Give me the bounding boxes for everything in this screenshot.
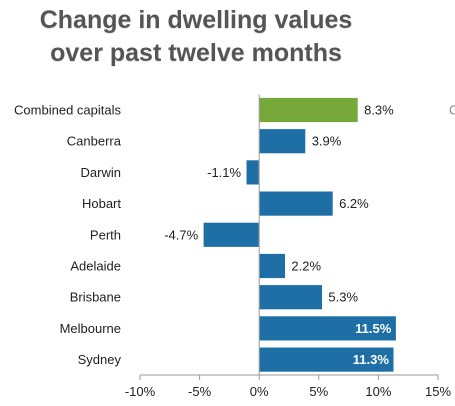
x-tick-label: 0% bbox=[250, 384, 269, 399]
category-label-sydney: Sydney bbox=[78, 352, 122, 367]
bar-canberra bbox=[258, 128, 307, 155]
data-label-hobart: 6.2% bbox=[339, 196, 369, 211]
data-label-adelaide: 2.2% bbox=[291, 259, 321, 274]
chart-title: Change in dwelling values over past twel… bbox=[0, 4, 392, 70]
x-tick-label: -10% bbox=[125, 384, 156, 399]
category-label-combined-capitals: Combined capitals bbox=[14, 103, 121, 118]
bar-melbourne bbox=[258, 315, 397, 342]
cropped-edge-glyph: C bbox=[449, 103, 455, 118]
bar-hobart bbox=[258, 190, 334, 217]
x-tick-label: 5% bbox=[309, 384, 328, 399]
x-tick-label: 10% bbox=[365, 384, 391, 399]
chart-title-line-2: over past twelve months bbox=[50, 39, 342, 67]
bars-layer bbox=[202, 97, 397, 373]
category-label-darwin: Darwin bbox=[81, 165, 121, 180]
category-label-brisbane: Brisbane bbox=[70, 290, 121, 305]
labels-layer: Combined capitals 8.3% Canberra 3.9% Darwin -… bbox=[14, 103, 394, 368]
category-label-melbourne: Melbourne bbox=[60, 321, 121, 336]
category-label-canberra: Canberra bbox=[67, 134, 122, 149]
bar-darwin bbox=[245, 159, 260, 186]
data-label-perth: -4.7% bbox=[164, 227, 198, 242]
axis-layer: -10% -5% 0% 5% 10% 15% bbox=[125, 94, 451, 399]
data-label-darwin: -1.1% bbox=[207, 165, 241, 180]
x-tick-label: -5% bbox=[188, 384, 212, 399]
data-label-combined-capitals: 8.3% bbox=[364, 103, 394, 118]
category-label-perth: Perth bbox=[90, 227, 121, 242]
bar-sydney bbox=[258, 346, 395, 373]
data-label-brisbane: 5.3% bbox=[328, 290, 358, 305]
bar-perth bbox=[202, 221, 260, 248]
data-label-melbourne: 11.5% bbox=[355, 321, 392, 336]
category-label-hobart: Hobart bbox=[82, 196, 121, 211]
bar-adelaide bbox=[258, 253, 286, 279]
chart-title-line-1: Change in dwelling values bbox=[39, 6, 353, 34]
bar-combined-capitals bbox=[258, 97, 359, 123]
data-label-canberra: 3.9% bbox=[312, 134, 342, 149]
category-label-adelaide: Adelaide bbox=[70, 259, 121, 274]
x-tick-label: 15% bbox=[425, 384, 451, 399]
data-label-sydney: 11.3% bbox=[353, 352, 390, 367]
bar-brisbane bbox=[258, 284, 323, 311]
